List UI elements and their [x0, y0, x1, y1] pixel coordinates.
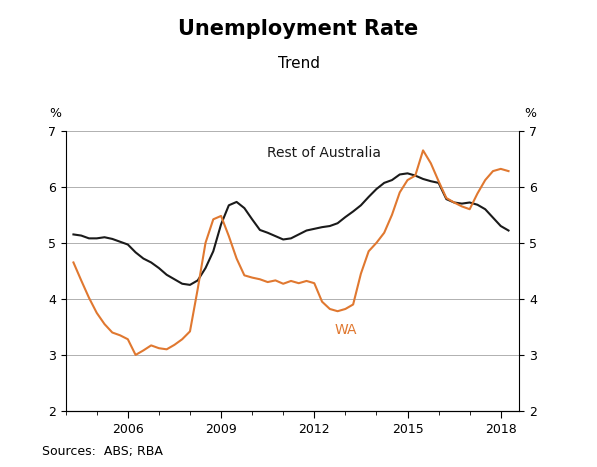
Text: WA: WA — [334, 323, 356, 337]
Text: Trend: Trend — [278, 56, 319, 71]
Text: %: % — [49, 106, 61, 120]
Text: Unemployment Rate: Unemployment Rate — [179, 19, 418, 39]
Text: %: % — [524, 106, 536, 120]
Text: Sources:  ABS; RBA: Sources: ABS; RBA — [42, 445, 162, 458]
Text: Rest of Australia: Rest of Australia — [267, 146, 381, 160]
